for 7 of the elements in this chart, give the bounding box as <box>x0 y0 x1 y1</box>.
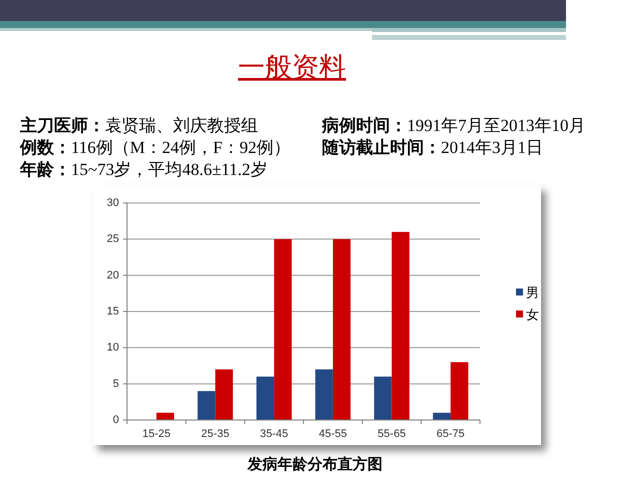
annotation: 病例时间：1991年7月至2013年10月 <box>322 116 586 135</box>
annotation: 主刀医师：袁贤瑞、刘庆教授组 <box>20 116 258 135</box>
annotation: 年龄：15~73岁，平均48.6±11.2岁 <box>20 160 268 179</box>
annotation: 例数：116例（M：24例，F：92例） <box>20 138 290 157</box>
annotation: 发病年龄分布直方图 <box>248 457 382 473</box>
title: 一般资料 <box>238 52 346 82</box>
annotation: 随访截止时间：2014年3月1日 <box>322 138 543 157</box>
